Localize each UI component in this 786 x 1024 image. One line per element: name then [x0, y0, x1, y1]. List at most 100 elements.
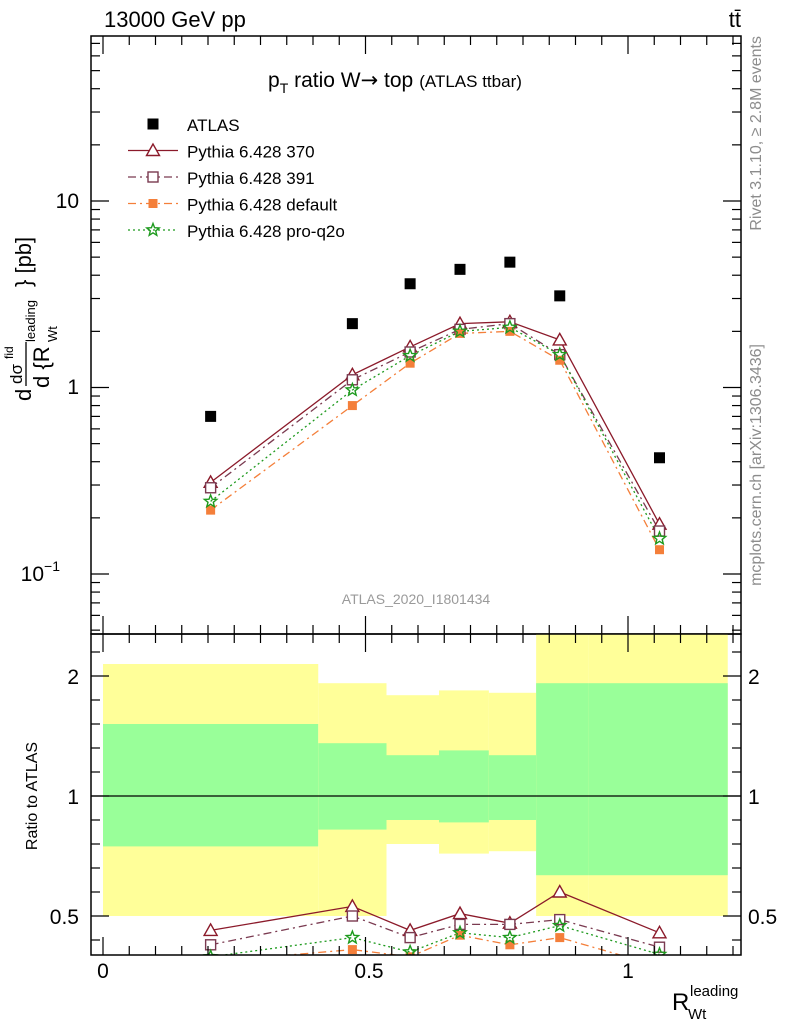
point-pythia-6-428-391 [404, 346, 416, 358]
ratio-point-pythia-6-428-391 [204, 939, 217, 951]
ratio-point-pythia-6-428-default [655, 962, 664, 971]
chart-title: pT ratio W→ top (ATLAS ttbar) [268, 68, 522, 96]
ratio-point-pythia-6-428-default [505, 940, 515, 950]
band-green-bin [103, 724, 319, 847]
point-pythia-6-428-default [347, 401, 357, 411]
point-pythia-6-428-default [655, 545, 664, 555]
legend: ATLAS Pythia 6.428 370 Pythia 6.428 391 Pyt… [128, 116, 345, 241]
point-pythia-6-428-pro-q2o [344, 381, 361, 397]
svg-text:leading: leading [690, 983, 738, 1000]
band-green-bin [318, 743, 387, 830]
svg-text:Wt: Wt [45, 326, 60, 342]
ratio-ytick-1-right: 1 [748, 786, 760, 809]
analysis-watermark: ATLAS_2020_I1801434 [342, 591, 491, 607]
svg-text:dσ: dσ [7, 364, 26, 384]
ratio-point-pythia-6-428-default [405, 952, 415, 955]
svg-text:d {R: d {R [29, 346, 54, 388]
ytick-label-0.1: 10−1 [21, 558, 61, 586]
ratio-line-pythia-6-428-default [280, 934, 623, 955]
point-atlas [454, 263, 466, 275]
legend-label-pythia-6-428-391: Pythia 6.428 391 [187, 169, 315, 188]
point-pythia-6-428-pro-q2o [501, 318, 518, 335]
ratio-ytick-1: 1 [67, 786, 79, 809]
point-pythia-6-428-default [555, 355, 565, 365]
point-pythia-6-428-pro-q2o [451, 322, 469, 339]
ratio-point-pythia-6-428-default [347, 945, 357, 955]
ratio-point-pythia-6-428-391 [346, 910, 359, 922]
ratio-line-pythia-6-428-pro-q2o [219, 924, 660, 955]
series-line-pythia-6-428-pro-q2o [210, 326, 661, 539]
ratio-point-pythia-6-428-pro-q2o [344, 929, 361, 945]
point-pythia-6-428-pro-q2o [202, 492, 219, 509]
ratio-uncertainty-bands [103, 634, 728, 916]
point-atlas [654, 452, 665, 464]
ratio-axis-ticks [91, 634, 741, 955]
legend-marker-atlas [147, 118, 159, 130]
ratio-ytick-2-right: 2 [748, 666, 760, 689]
ratio-point-pythia-6-428-pro-q2o [451, 924, 469, 940]
band-green-bin [439, 750, 489, 823]
legend-label-atlas: ATLAS [187, 116, 240, 135]
ytick-label-1: 1 [67, 376, 79, 399]
legend-marker-pythia-6-428-pro-q2o [144, 221, 162, 237]
ratio-point-pythia-6-428-391 [404, 931, 416, 944]
legend-marker-pythia-6-428-370 [145, 142, 161, 157]
ratio-point-pythia-6-428-pro-q2o [202, 948, 219, 955]
point-pythia-6-428-pro-q2o [651, 530, 668, 546]
main-axis-ticks [91, 36, 741, 634]
x-axis-label: R leading Wt [672, 983, 738, 1023]
point-atlas [404, 278, 416, 290]
xtick-label-0.5: 0.5 [354, 960, 383, 983]
main-panel: pT ratio W→ top (ATLAS ttbar) d dσ fid d … [2, 35, 742, 635]
point-pythia-6-428-default [206, 505, 216, 515]
svg-text:leading: leading [23, 300, 38, 342]
legend-label-pythia-6-428-default: Pythia 6.428 default [187, 196, 338, 215]
ratio-line-pythia-6-428-391 [210, 915, 660, 948]
svg-text:R: R [672, 989, 689, 1016]
point-atlas [504, 256, 516, 268]
main-series-markers [202, 256, 668, 555]
main-series-lines [210, 321, 661, 551]
legend-marker-pythia-6-428-default [148, 199, 158, 208]
ratio-point-pythia-6-428-370 [651, 924, 668, 939]
ratio-point-pythia-6-428-default [555, 933, 565, 943]
band-green-bin [536, 683, 589, 876]
band-green-bin [588, 683, 728, 876]
ratio-point-pythia-6-428-pro-q2o [551, 917, 568, 933]
ratio-point-pythia-6-428-370 [452, 905, 468, 920]
header-process: tt̄ [729, 7, 741, 32]
series-line-pythia-6-428-370 [210, 321, 661, 525]
point-pythia-6-428-pro-q2o [551, 346, 568, 362]
ratio-point-pythia-6-428-391 [504, 918, 516, 931]
point-pythia-6-428-pro-q2o [402, 347, 419, 363]
ratio-ytick-2: 2 [67, 666, 79, 689]
point-pythia-6-428-370 [552, 331, 568, 346]
series-line-pythia-6-428-391 [210, 322, 661, 532]
ratio-y-label: Ratio to ATLAS [24, 742, 41, 850]
svg-text:} [pb]: } [pb] [11, 237, 36, 287]
ratio-panel: Ratio to ATLAS 2 1 0.5 2 1 0.5 0 0.5 1 R… [24, 633, 777, 1023]
main-y-label: d dσ fid d {R leading Wt } [pb] [2, 237, 60, 401]
legend-marker-pythia-6-428-391 [147, 171, 159, 183]
ytick-label-10: 10 [56, 190, 79, 213]
band-green-bin [386, 755, 439, 820]
side-rivet: Rivet 3.1.10, ≥ 2.8M events [748, 36, 765, 231]
ratio-ytick-0.5: 0.5 [50, 906, 79, 929]
point-atlas [205, 410, 217, 422]
ratio-ytick-0.5-right: 0.5 [748, 906, 777, 929]
svg-text:d: d [11, 389, 36, 401]
svg-text:fid: fid [2, 346, 16, 359]
band-green-bin [488, 755, 537, 820]
legend-label-pythia-6-428-370: Pythia 6.428 370 [187, 143, 315, 162]
point-pythia-6-428-default [505, 326, 515, 336]
ratio-frame [90, 633, 742, 956]
xtick-label-0: 0 [97, 960, 109, 983]
svg-text:Wt: Wt [688, 1006, 707, 1023]
point-pythia-6-428-391 [204, 482, 217, 494]
ratio-point-pythia-6-428-default [206, 957, 215, 966]
point-atlas [346, 318, 358, 330]
point-pythia-6-428-default [405, 358, 415, 368]
point-atlas [554, 290, 566, 302]
legend-label-pythia-6-428-pro-q2o: Pythia 6.428 pro-q2o [187, 222, 345, 241]
